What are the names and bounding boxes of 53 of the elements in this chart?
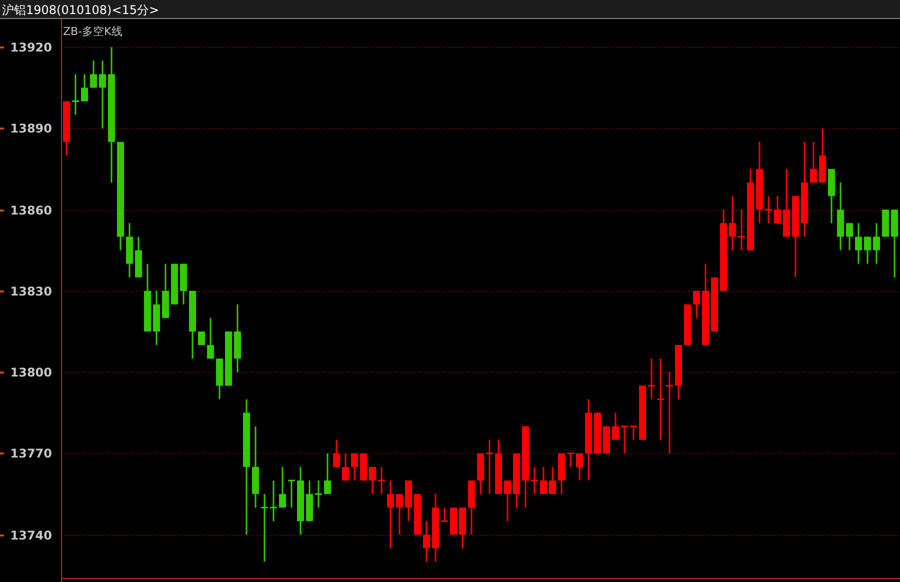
text: ZB-多空K线 — [63, 25, 122, 38]
candlestick — [423, 520, 430, 562]
candlestick — [810, 141, 817, 184]
candlestick — [621, 426, 628, 454]
y-tick-label: 13800 — [10, 366, 52, 380]
y-tick-label: 13770 — [10, 446, 52, 460]
candlestick — [270, 480, 277, 522]
y-tick-label: 13890 — [10, 122, 52, 136]
candlestick — [774, 195, 781, 224]
candlestick — [864, 236, 871, 265]
candlestick — [666, 371, 673, 454]
candlestick — [765, 195, 772, 224]
candlestick — [396, 493, 403, 536]
candlestick — [333, 439, 340, 468]
candlestick — [378, 466, 385, 495]
candlestick — [369, 466, 376, 495]
candlestick — [387, 480, 394, 549]
candlestick — [531, 466, 538, 495]
candlestick — [549, 466, 556, 495]
y-tick-label: 13740 — [10, 528, 52, 542]
y-tick-label: 13860 — [10, 204, 52, 218]
candlestick — [90, 60, 97, 88]
candlestick — [729, 195, 736, 251]
candlestick — [504, 480, 511, 522]
chart-title: 沪铝1908(010108)<15分> — [2, 3, 160, 17]
y-tick-label: 13920 — [10, 40, 52, 54]
candlestick — [567, 452, 574, 468]
candlestick — [576, 452, 583, 482]
candlestick — [81, 73, 88, 102]
candlestick — [261, 493, 268, 562]
candlestick — [351, 452, 358, 482]
candlestick — [846, 222, 853, 251]
candlestick — [648, 358, 655, 400]
candlestick — [324, 452, 331, 495]
candlestick — [99, 60, 106, 130]
candlestick — [279, 466, 286, 508]
candlestick — [738, 208, 745, 251]
candlestick — [72, 73, 79, 116]
candlestick — [198, 330, 205, 346]
candlestick — [693, 290, 700, 319]
candlestick — [288, 480, 295, 508]
candlestick — [441, 506, 448, 522]
y-tick-label: 13830 — [10, 284, 52, 298]
candlestick — [630, 426, 637, 441]
candlestick — [486, 439, 493, 495]
candlestick — [612, 412, 619, 441]
candlestick — [855, 222, 862, 265]
candlestick — [207, 317, 214, 360]
candlestick — [342, 452, 349, 482]
candlestick — [540, 466, 547, 495]
candlestick — [657, 358, 664, 441]
candlestick — [315, 480, 322, 508]
candlestick — [873, 222, 880, 265]
